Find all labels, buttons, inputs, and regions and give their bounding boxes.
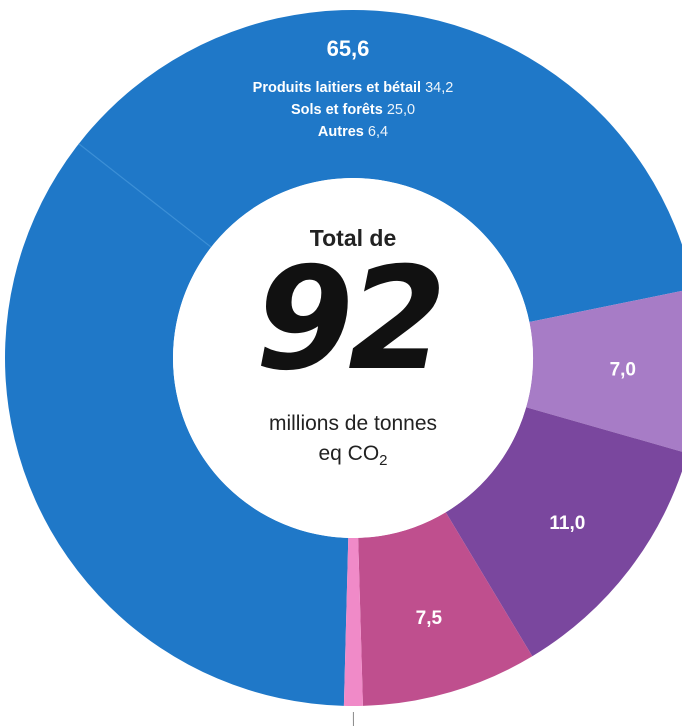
slice-value-label: 11,0: [549, 513, 585, 534]
slices-layer: [5, 10, 682, 706]
center-unit-line2-prefix: eq CO: [318, 442, 379, 465]
breakdown-row: Sols et forêts 25,0: [291, 102, 415, 118]
center-line1: Total de: [310, 225, 396, 251]
slice-value-label: 7,5: [416, 608, 443, 629]
breakdown-value: 6,4: [368, 124, 388, 140]
breakdown-value: 34,2: [425, 80, 453, 96]
center-unit-line2: eq CO2: [318, 442, 387, 469]
slice-divider: [78, 143, 212, 248]
center-text: Total de 92 millions de tonnes eq CO2: [255, 225, 447, 469]
breakdown-name: Autres: [318, 124, 368, 140]
donut-hole: [173, 178, 533, 538]
breakdown-name: Sols et forêts: [291, 102, 387, 118]
labels-layer: 65,6 Produits laitiers et bétail 34,2 Sols…: [253, 36, 636, 726]
breakdown-name: Produits laitiers et bétail: [253, 80, 425, 96]
slice-7-5: [358, 512, 533, 706]
center-unit-line2-sub: 2: [379, 452, 387, 469]
slice-65-6: [5, 10, 682, 706]
slice-11-0: [445, 407, 682, 657]
slice-7-0: [526, 290, 682, 452]
breakdown-row: Autres 6,4: [318, 124, 388, 140]
center-unit-line1: millions de tonnes: [269, 412, 437, 435]
center-total-value: 92: [255, 237, 441, 402]
slice-0-8: [343, 537, 363, 706]
breakdown-value: 25,0: [387, 102, 415, 118]
slice-value-label: 65,6: [327, 36, 370, 61]
breakdown-row: Produits laitiers et bétail 34,2: [253, 80, 454, 96]
slice-value-label: 7,0: [610, 359, 636, 380]
